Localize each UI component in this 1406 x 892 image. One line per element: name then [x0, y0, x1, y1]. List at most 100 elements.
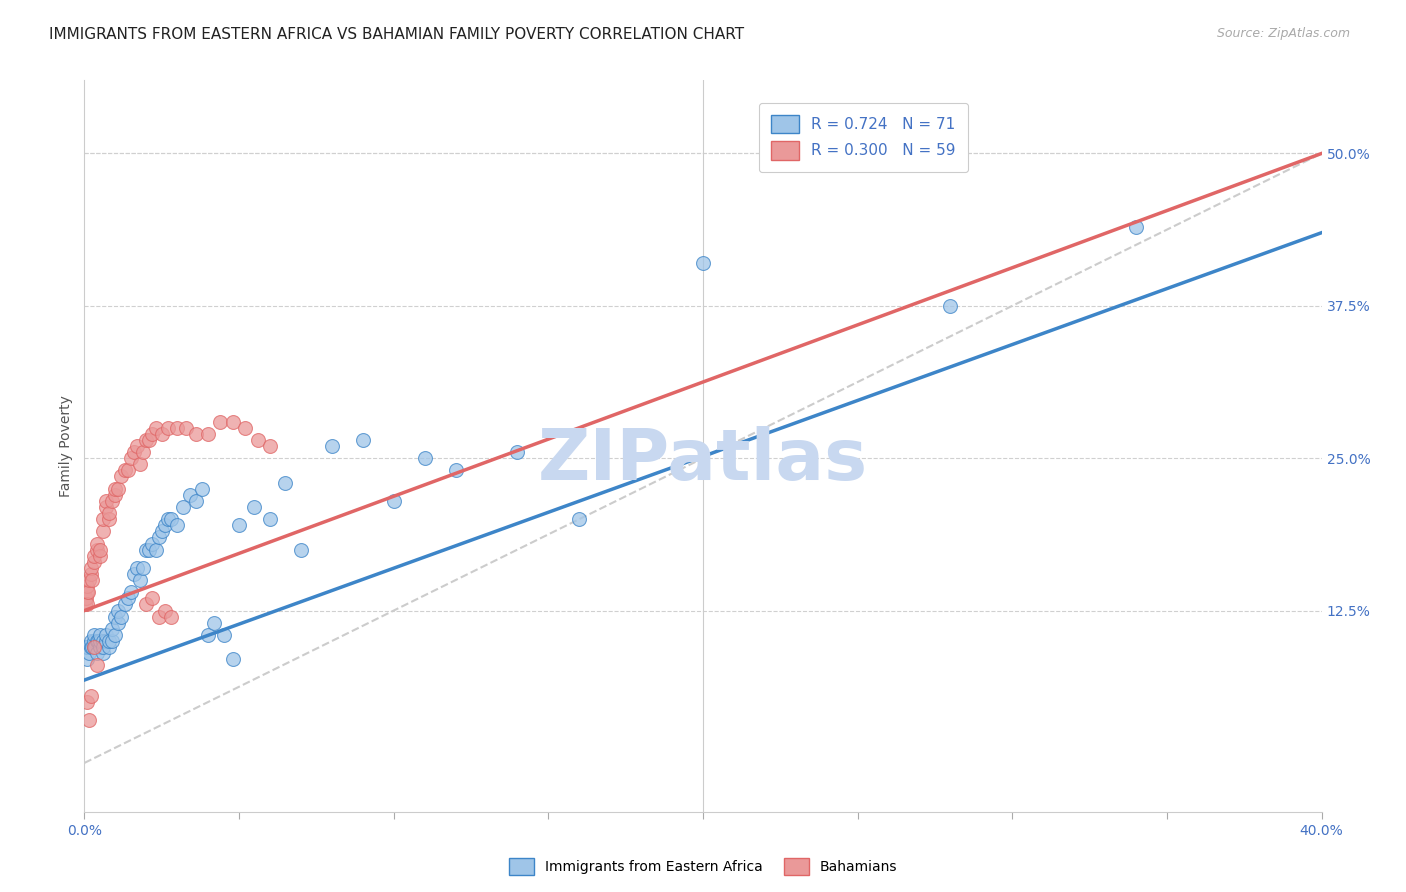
Point	[120, 451, 142, 466]
Point	[114, 463, 136, 477]
Point	[222, 652, 245, 666]
Point	[79, 640, 101, 655]
Point	[222, 415, 245, 429]
Point	[76, 652, 98, 666]
Point	[145, 421, 167, 435]
Point	[153, 604, 176, 618]
Point	[160, 609, 183, 624]
Point	[83, 640, 105, 655]
Point	[107, 482, 129, 496]
Point	[77, 646, 100, 660]
Point	[76, 585, 98, 599]
Point	[172, 500, 194, 514]
Point	[79, 567, 101, 582]
Point	[197, 628, 219, 642]
Point	[110, 609, 132, 624]
Point	[209, 415, 232, 429]
Point	[382, 494, 405, 508]
Point	[104, 628, 127, 642]
Point	[243, 500, 266, 514]
Point	[444, 463, 467, 477]
Point	[83, 549, 105, 563]
Point	[89, 640, 111, 655]
Point	[91, 640, 114, 655]
Text: ZIPatlas: ZIPatlas	[538, 426, 868, 495]
Point	[104, 609, 127, 624]
Point	[692, 256, 714, 270]
Point	[129, 573, 152, 587]
Point	[122, 445, 145, 459]
Point	[107, 604, 129, 618]
Point	[75, 598, 97, 612]
Point	[135, 433, 157, 447]
Point	[117, 591, 139, 606]
Point	[76, 695, 98, 709]
Point	[110, 469, 132, 483]
Point	[125, 439, 148, 453]
Point	[82, 573, 104, 587]
Point	[91, 524, 114, 539]
Point	[98, 634, 121, 648]
Point	[138, 542, 160, 557]
Text: Source: ZipAtlas.com: Source: ZipAtlas.com	[1216, 27, 1350, 40]
Point	[125, 561, 148, 575]
Point	[104, 482, 127, 496]
Point	[259, 439, 281, 453]
Point	[83, 640, 105, 655]
Point	[76, 579, 98, 593]
Point	[150, 524, 173, 539]
Point	[83, 628, 105, 642]
Point	[91, 634, 114, 648]
Point	[135, 542, 157, 557]
Point	[129, 458, 152, 472]
Point	[89, 634, 111, 648]
Point	[83, 555, 105, 569]
Point	[82, 640, 104, 655]
Point	[94, 628, 117, 642]
Point	[75, 591, 97, 606]
Point	[413, 451, 436, 466]
Point	[91, 512, 114, 526]
Point	[132, 445, 155, 459]
Point	[274, 475, 297, 490]
Point	[176, 421, 198, 435]
Point	[98, 506, 121, 520]
Point	[101, 622, 124, 636]
Point	[150, 426, 173, 441]
Point	[166, 421, 188, 435]
Point	[160, 512, 183, 526]
Point	[1125, 219, 1147, 234]
Point	[156, 512, 179, 526]
Point	[153, 518, 176, 533]
Point	[212, 628, 235, 642]
Point	[138, 433, 160, 447]
Point	[135, 598, 157, 612]
Point	[179, 488, 201, 502]
Point	[86, 536, 108, 550]
Point	[86, 658, 108, 673]
Point	[117, 463, 139, 477]
Point	[202, 615, 225, 630]
Point	[94, 500, 117, 514]
Point	[141, 426, 163, 441]
Point	[290, 542, 312, 557]
Point	[86, 634, 108, 648]
Point	[91, 646, 114, 660]
Point	[156, 421, 179, 435]
Point	[141, 536, 163, 550]
Point	[184, 426, 207, 441]
Point	[191, 482, 214, 496]
Point	[148, 530, 170, 544]
Point	[132, 561, 155, 575]
Point	[122, 567, 145, 582]
Point	[145, 542, 167, 557]
Point	[184, 494, 207, 508]
Point	[79, 689, 101, 703]
Point	[352, 433, 374, 447]
Point	[77, 573, 100, 587]
Y-axis label: Family Poverty: Family Poverty	[59, 395, 73, 497]
Point	[77, 714, 100, 728]
Point	[114, 598, 136, 612]
Point	[101, 634, 124, 648]
Legend: Immigrants from Eastern Africa, Bahamians: Immigrants from Eastern Africa, Bahamian…	[503, 853, 903, 880]
